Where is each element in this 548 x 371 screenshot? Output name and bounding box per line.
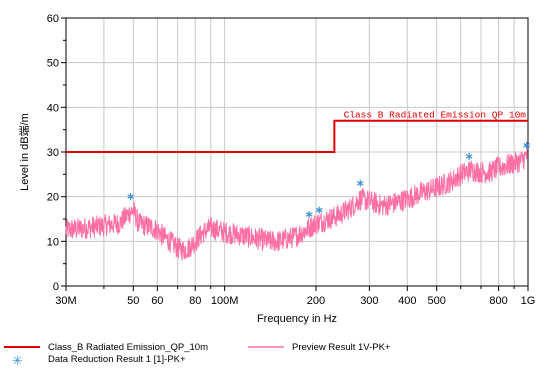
limit-line-label: Class B Radiated Emission QP 10m [344, 110, 527, 121]
y-tick-label: 10 [47, 236, 59, 248]
marker-stroke [465, 154, 473, 159]
legend-limit-label: Class_B Radiated Emission_QP_10m [48, 342, 208, 353]
marker-stroke [127, 194, 134, 199]
limit-line [66, 119, 528, 153]
y-axis-label: Level in dB端/m [18, 113, 31, 191]
x-tick-label: 400 [398, 295, 416, 307]
data-reduction-marker [465, 152, 473, 160]
y-tick-label: 20 [47, 192, 59, 204]
grid [61, 17, 529, 291]
y-tick-label: 0 [53, 281, 59, 293]
x-tick-label: 60 [151, 295, 163, 307]
y-tick-label: 40 [47, 102, 59, 114]
limit-line-path [66, 119, 528, 153]
preview-trace-path [65, 146, 529, 261]
data-reduction-marker [523, 141, 531, 149]
marker-layer [127, 141, 531, 219]
data-reduction-marker [127, 193, 134, 201]
marker-stroke [315, 207, 323, 213]
preview-trace [65, 146, 529, 261]
data-reduction-marker [315, 206, 323, 214]
x-tick-label: 500 [427, 295, 445, 307]
x-tick-label: 50 [127, 295, 139, 307]
x-tick-label: 1G [521, 295, 536, 307]
data-reduction-marker [305, 211, 313, 219]
x-tick-label: 80 [189, 295, 201, 307]
y-tick-labels: 0 10 20 30 40 50 60 [47, 13, 59, 293]
x-tick-label: 800 [489, 295, 507, 307]
x-axis-label: Frequency in Hz [257, 313, 337, 325]
x-tick-label: 300 [360, 295, 378, 307]
legend: Class_B Radiated Emission_QP_10m Preview… [4, 342, 391, 369]
marker-stroke [523, 143, 531, 148]
data-reduction-marker [356, 179, 364, 187]
x-tick-label: 30M [55, 295, 76, 307]
y-tick-label: 60 [47, 13, 59, 25]
x-tick-labels: 30M 50 60 80 100M 200 300 400 500 800 1G [55, 295, 535, 307]
y-tick-label: 50 [47, 58, 59, 70]
y-tick-label: 30 [47, 147, 59, 159]
marker-stroke [356, 180, 364, 186]
x-tick-label: 100M [211, 295, 239, 307]
marker-stroke [305, 212, 313, 217]
legend-preview-label: Preview Result 1V-PK+ [292, 342, 391, 353]
legend-marker-label: Data Reduction Result 1 [1]-PK+ [48, 354, 186, 365]
legend-marker-swatch: ✳ [12, 354, 23, 369]
x-tick-label: 200 [307, 295, 325, 307]
